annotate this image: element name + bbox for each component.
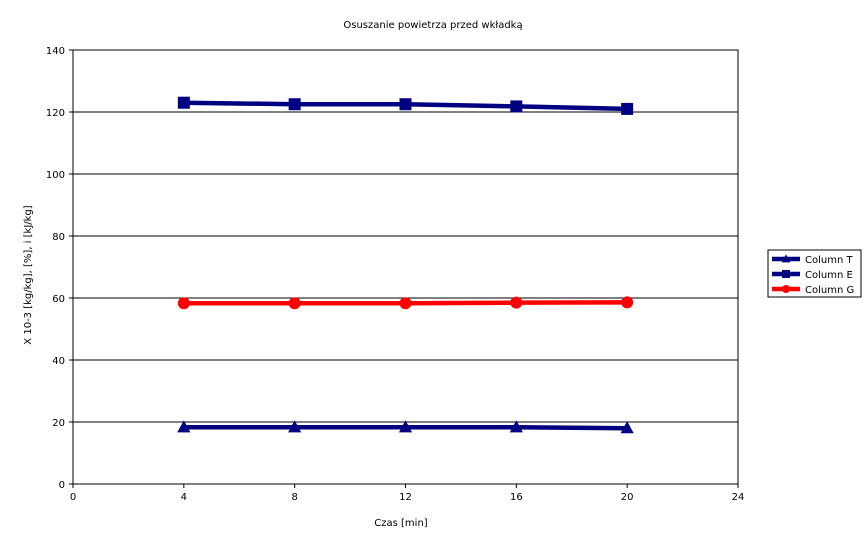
x-tick-label: 20 xyxy=(621,492,634,503)
y-axis-label: X 10-3 [kg/kg], [%], i [kJ/kg] xyxy=(23,205,34,344)
y-tick-label: 100 xyxy=(46,170,65,181)
data-point-square xyxy=(621,102,634,115)
legend-label: Column G xyxy=(805,285,854,296)
legend-item: Column T xyxy=(772,254,853,266)
y-tick-label: 120 xyxy=(46,108,65,119)
data-point-circle xyxy=(399,297,412,310)
legend-label: Column T xyxy=(805,255,853,266)
data-point-circle xyxy=(621,296,634,309)
x-tick-label: 4 xyxy=(181,492,187,503)
data-point-triangle xyxy=(398,420,413,433)
data-point-triangle xyxy=(509,420,523,433)
series-column-g xyxy=(177,296,634,310)
x-tick-label: 8 xyxy=(291,492,297,503)
chart-title: Osuszanie powietrza przed wkładką xyxy=(343,20,522,31)
data-point-square xyxy=(510,100,523,113)
legend-item: Column G xyxy=(772,285,854,296)
y-tick-label: 20 xyxy=(52,418,65,429)
legend-item: Column E xyxy=(772,270,853,281)
legend-label: Column E xyxy=(805,270,853,281)
grid-lines xyxy=(73,111,738,423)
data-point-square xyxy=(288,98,301,111)
y-tick-label: 80 xyxy=(52,232,65,243)
data-point-circle xyxy=(510,296,523,309)
series-column-t xyxy=(177,420,634,434)
data-point-circle xyxy=(288,297,301,310)
data-point-triangle xyxy=(620,421,634,434)
data-point-circle xyxy=(177,297,190,310)
y-tick-label: 140 xyxy=(46,46,65,57)
data-point-triangle xyxy=(177,420,191,433)
data-point-square xyxy=(399,98,412,111)
x-axis: 0 4 8 12 16 20 24 xyxy=(70,484,745,503)
data-point-square xyxy=(177,96,190,109)
x-tick-label: 16 xyxy=(510,492,523,503)
y-tick-label: 0 xyxy=(59,480,65,491)
y-axis: 0 20 40 60 80 100 120 140 xyxy=(46,46,73,491)
plot-area-frame xyxy=(72,49,739,485)
x-axis-label: Czas [min] xyxy=(374,518,428,529)
x-tick-label: 0 xyxy=(70,492,76,503)
x-tick-label: 12 xyxy=(399,492,412,503)
data-point-square xyxy=(782,270,790,278)
data-point-triangle xyxy=(288,420,302,433)
series xyxy=(177,96,634,434)
x-tick-label: 24 xyxy=(732,492,745,503)
legend: Column T Column E Column G xyxy=(767,249,862,298)
data-point-circle xyxy=(782,285,790,293)
series-column-e xyxy=(177,96,634,115)
data-point-triangle xyxy=(781,254,791,263)
y-tick-label: 60 xyxy=(52,294,65,305)
y-tick-label: 40 xyxy=(52,356,65,367)
